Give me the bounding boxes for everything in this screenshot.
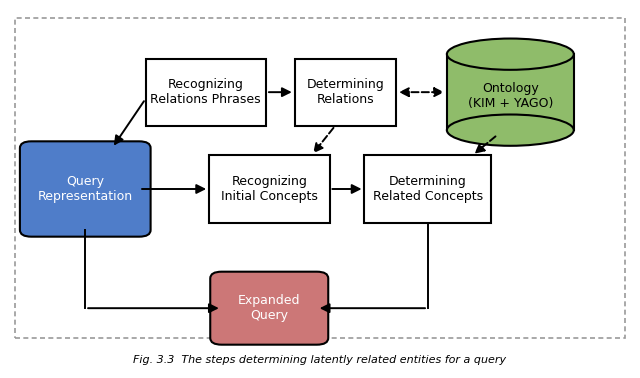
FancyBboxPatch shape (209, 155, 330, 223)
Ellipse shape (447, 115, 574, 146)
FancyBboxPatch shape (145, 59, 266, 125)
Text: Recognizing
Initial Concepts: Recognizing Initial Concepts (221, 175, 317, 203)
Text: Determining
Relations: Determining Relations (307, 78, 384, 106)
Text: Query
Representation: Query Representation (38, 175, 133, 203)
Ellipse shape (447, 39, 574, 70)
Text: Expanded
Query: Expanded Query (238, 294, 301, 322)
FancyBboxPatch shape (294, 59, 396, 125)
Text: Fig. 3.3  The steps determining latently related entities for a query: Fig. 3.3 The steps determining latently … (133, 355, 507, 365)
Text: Recognizing
Relations Phrases: Recognizing Relations Phrases (150, 78, 261, 106)
Text: Determining
Related Concepts: Determining Related Concepts (372, 175, 483, 203)
FancyBboxPatch shape (211, 272, 328, 345)
FancyBboxPatch shape (364, 155, 492, 223)
FancyBboxPatch shape (447, 54, 574, 130)
Text: Ontology
(KIM + YAGO): Ontology (KIM + YAGO) (468, 82, 553, 110)
FancyBboxPatch shape (20, 141, 150, 237)
